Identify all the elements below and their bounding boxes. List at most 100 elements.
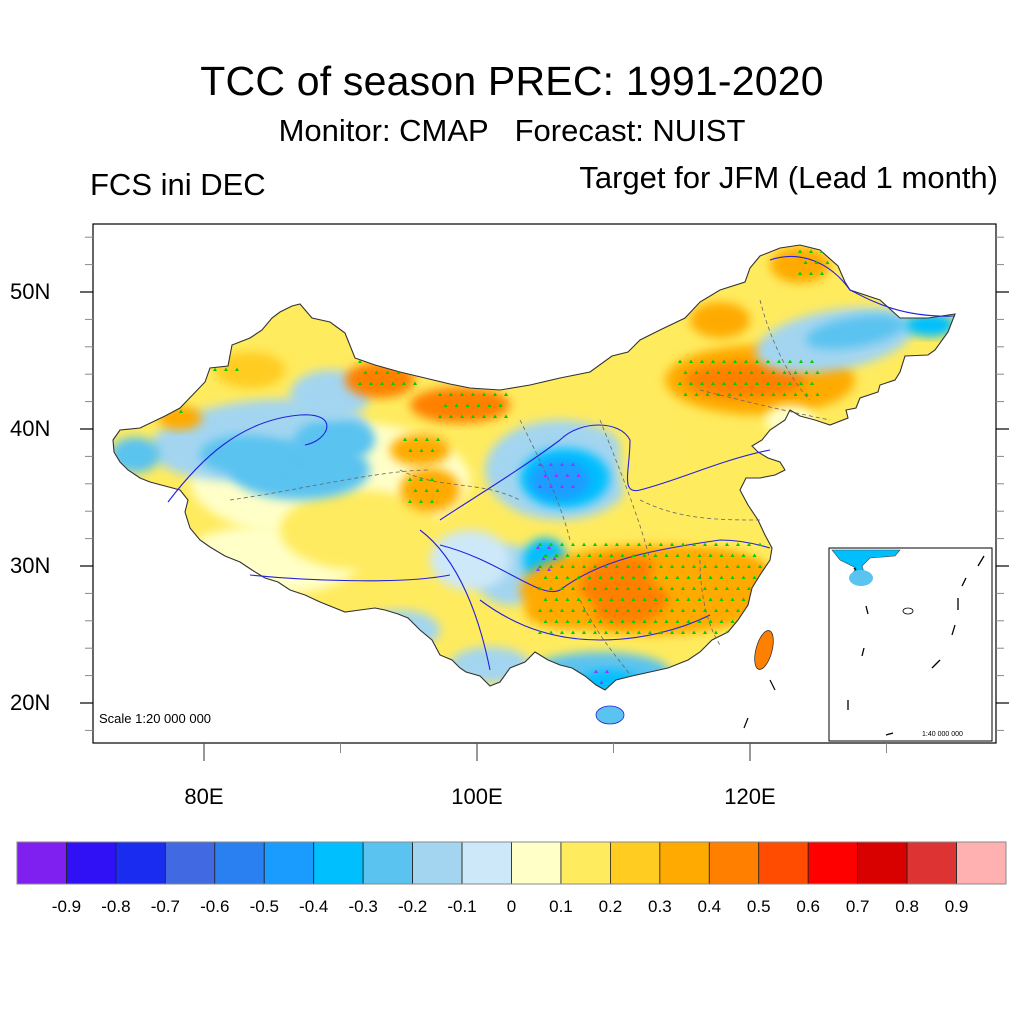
- significance-dot-positive: [747, 586, 751, 590]
- significance-dot-positive: [697, 597, 702, 601]
- significance-dot-positive: [725, 564, 729, 568]
- significance-dot-positive: [626, 542, 630, 546]
- colorbar-tick-label: 0.8: [895, 897, 919, 916]
- nine-dash-line-segment: [743, 717, 749, 729]
- significance-dot-positive: [642, 597, 647, 601]
- significance-dot-positive: [609, 553, 614, 557]
- significance-dot-positive: [798, 271, 802, 275]
- significance-dot-positive: [793, 370, 798, 374]
- river-line: [167, 414, 328, 503]
- significance-dot-positive: [576, 553, 581, 557]
- colorbar-frame: [16, 841, 1007, 885]
- significance-dot-negative: [571, 462, 575, 466]
- significance-dot-positive: [755, 381, 759, 385]
- colorbar-swatch: [560, 841, 611, 885]
- significance-dot-positive: [449, 392, 453, 396]
- significance-dot-positive: [408, 499, 412, 503]
- tcc-contour-region: [400, 468, 460, 512]
- significance-dot-positive: [733, 359, 737, 363]
- significance-dot-positive: [571, 608, 575, 612]
- significance-dot-positive: [708, 619, 713, 623]
- y-tick-label: 50N: [10, 279, 51, 304]
- significance-dot-positive: [825, 260, 830, 264]
- significance-dot-positive: [436, 437, 440, 441]
- significance-dot-negative: [538, 484, 542, 488]
- significance-dot-positive: [593, 608, 597, 612]
- significance-dot-negative: [536, 545, 540, 549]
- significance-dot-positive: [430, 448, 435, 452]
- significance-dot-positive: [749, 370, 754, 374]
- nine-dash-line-segment: [951, 624, 956, 636]
- significance-dot-positive: [235, 367, 239, 371]
- colorbar-tick-label: 0.7: [845, 897, 870, 916]
- significance-dot-positive: [653, 575, 658, 579]
- tcc-contour-region: [390, 434, 450, 466]
- colorbar-tick-label: 0.4: [697, 897, 722, 916]
- significance-dot-positive: [719, 597, 724, 601]
- colorbar-swatch: [115, 841, 166, 885]
- significance-dot-positive: [609, 597, 614, 601]
- significance-dot-positive: [615, 564, 619, 568]
- significance-dot-positive: [815, 370, 820, 374]
- significance-dot-positive: [419, 477, 423, 481]
- tcc-contour-region: [295, 418, 375, 462]
- significance-dot-positive: [738, 392, 743, 396]
- chart-title: TCC of season PREC: 1991-2020: [200, 58, 824, 104]
- colorbar-swatch: [66, 841, 117, 885]
- significance-dot-positive: [678, 359, 682, 363]
- significance-dot-positive: [642, 575, 647, 579]
- significance-dot-positive: [571, 630, 575, 634]
- significance-dot-positive: [686, 597, 691, 601]
- significance-dot-positive: [598, 553, 603, 557]
- significance-dot-positive: [565, 575, 570, 579]
- significance-dot-positive: [694, 370, 699, 374]
- significance-dot-positive: [711, 381, 715, 385]
- significance-dot-positive: [626, 564, 630, 568]
- significance-dot-positive: [697, 575, 702, 579]
- significance-dot-positive: [374, 370, 379, 374]
- significance-dot-positive: [659, 630, 663, 634]
- significance-dot-positive: [716, 370, 721, 374]
- significance-dot-positive: [683, 392, 688, 396]
- nine-dash-line-segment: [931, 659, 941, 669]
- significance-dot-positive: [424, 488, 429, 492]
- inset-hainan: [849, 570, 873, 586]
- significance-dot-positive: [358, 381, 362, 385]
- significance-dot-positive: [788, 381, 792, 385]
- tcc-contour-region: [805, 314, 905, 350]
- tcc-contour-region: [200, 435, 290, 475]
- significance-dot-positive: [810, 381, 814, 385]
- significance-dot-positive: [714, 586, 718, 590]
- significance-dot-positive: [598, 575, 603, 579]
- tcc-contour-region: [430, 530, 510, 590]
- significance-dot-positive: [694, 392, 699, 396]
- river-line: [439, 424, 771, 521]
- significance-dot-positive: [803, 260, 808, 264]
- river-line: [249, 574, 451, 582]
- province-border: [579, 599, 631, 676]
- left-string: FCS ini DEC: [90, 167, 266, 202]
- significance-dot-positive: [582, 630, 586, 634]
- colorbar-swatch: [758, 841, 809, 885]
- tcc-contour-region: [690, 302, 750, 338]
- significance-dot-positive: [659, 564, 663, 568]
- significance-dot-negative: [599, 680, 604, 684]
- colorbar-tick-label: 0.2: [598, 897, 623, 916]
- colorbar-tick-label: -0.5: [249, 897, 279, 916]
- significance-dot-positive: [659, 586, 663, 590]
- colorbar-swatch: [906, 841, 957, 885]
- significance-dot-positive: [363, 370, 368, 374]
- significance-dot-positive: [703, 564, 707, 568]
- significance-dot-positive: [213, 367, 217, 371]
- significance-dot-positive: [760, 370, 765, 374]
- colorbar-swatch: [708, 841, 760, 885]
- significance-dot-positive: [538, 630, 542, 634]
- significance-dot-positive: [642, 619, 647, 623]
- significance-dot-positive: [681, 630, 685, 634]
- significance-dot-positive: [752, 553, 757, 557]
- significance-dot-positive: [637, 564, 641, 568]
- colorbar-tick-label: -0.7: [150, 897, 180, 916]
- significance-dot-positive: [593, 630, 597, 634]
- significance-dot-positive: [727, 370, 732, 374]
